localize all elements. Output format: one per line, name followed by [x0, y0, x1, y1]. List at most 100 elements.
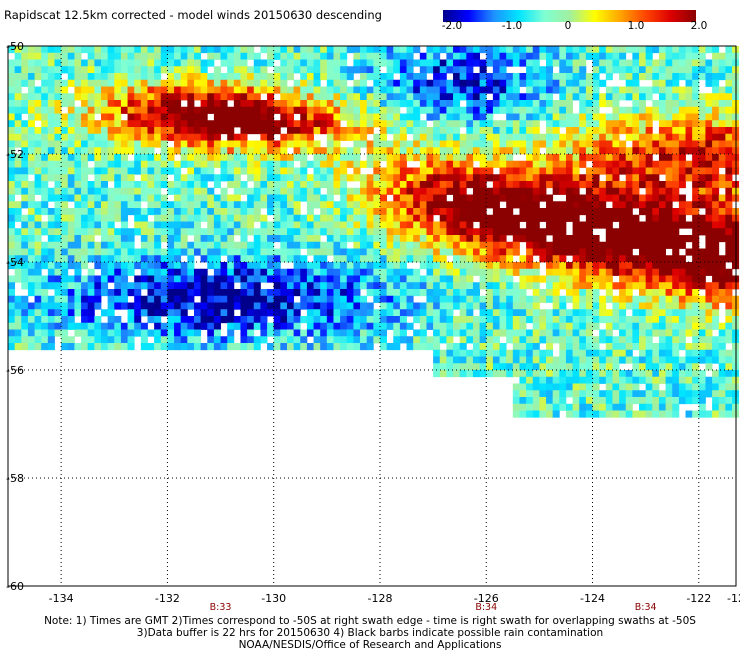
heatmap-cell [705, 59, 713, 67]
heatmap-cell [393, 167, 401, 175]
heatmap-cell [466, 167, 474, 175]
heatmap-cell [100, 235, 109, 243]
heatmap-cell [532, 93, 540, 101]
heatmap-cell [565, 316, 573, 324]
heatmap-cell [419, 309, 427, 317]
heatmap-cell [585, 221, 593, 229]
heatmap-cell [433, 66, 441, 74]
heatmap-cell [167, 106, 175, 114]
heatmap-cell [180, 140, 188, 148]
heatmap-cell [466, 282, 474, 290]
heatmap-cell [233, 322, 241, 330]
heatmap-cell [100, 255, 109, 263]
heatmap-cell [154, 66, 162, 74]
heatmap-cell [8, 255, 16, 263]
heatmap-cell [665, 201, 673, 209]
heatmap-cell [386, 181, 394, 189]
heatmap-cell [393, 113, 401, 121]
heatmap-cell [625, 46, 633, 54]
heatmap-cell [512, 410, 520, 418]
heatmap-cell [512, 349, 520, 357]
heatmap-cell [21, 154, 29, 162]
heatmap-cell [718, 282, 726, 290]
heatmap-cell [532, 133, 540, 141]
heatmap-cell [134, 322, 142, 330]
heatmap-cell [27, 127, 35, 135]
heatmap-cell [200, 241, 208, 249]
heatmap-cell [306, 181, 314, 189]
heatmap-cell [672, 241, 680, 249]
heatmap-cell [340, 329, 348, 337]
heatmap-cell [625, 390, 633, 398]
heatmap-cell [492, 349, 500, 357]
heatmap-cell [459, 262, 467, 270]
heatmap-cell [393, 282, 401, 290]
heatmap-cell [293, 275, 301, 283]
heatmap-cell [572, 86, 580, 94]
heatmap-cell [499, 181, 507, 189]
heatmap-cell [446, 113, 454, 121]
heatmap-cell [532, 403, 540, 411]
heatmap-cell [466, 113, 474, 121]
heatmap-cell [559, 356, 567, 364]
heatmap-cell [712, 187, 720, 195]
heatmap-cell [360, 208, 368, 216]
heatmap-cell [353, 52, 361, 60]
heatmap-cell [180, 214, 188, 222]
heatmap-cell [360, 329, 368, 337]
heatmap-cell [8, 208, 16, 216]
heatmap-cell [286, 235, 295, 243]
heatmap-cell [413, 302, 421, 310]
heatmap-cell [167, 127, 175, 135]
heatmap-cell [167, 309, 175, 317]
heatmap-cell [154, 73, 162, 81]
heatmap-cell [154, 208, 162, 216]
heatmap-cell [399, 336, 407, 344]
heatmap-cell [74, 268, 82, 276]
heatmap-cell [399, 154, 407, 162]
heatmap-cell [672, 397, 680, 405]
heatmap-cell [692, 235, 700, 243]
heatmap-cell [559, 295, 567, 303]
heatmap-cell [479, 235, 487, 243]
heatmap-cell [293, 228, 301, 236]
heatmap-cell [160, 208, 168, 216]
heatmap-cell [672, 140, 680, 148]
heatmap-cell [619, 228, 627, 236]
heatmap-cell [705, 127, 713, 135]
heatmap-cell [253, 140, 261, 148]
heatmap-cell [386, 248, 394, 256]
heatmap-cell [559, 147, 567, 155]
heatmap-cell [300, 66, 308, 74]
heatmap-cell [492, 336, 500, 344]
heatmap-cell [658, 194, 666, 202]
heatmap-cell [605, 390, 613, 398]
swath-time-label: B:33 [210, 602, 232, 613]
heatmap-cell [453, 363, 461, 371]
heatmap-cell [134, 106, 142, 114]
heatmap-cell [373, 201, 381, 209]
heatmap-cell [645, 302, 653, 310]
heatmap-cell [678, 66, 686, 74]
heatmap-cell [174, 343, 182, 351]
heatmap-cell [439, 316, 447, 324]
heatmap-cell [453, 322, 461, 330]
heatmap-cell [612, 302, 620, 310]
heatmap-cell [579, 86, 587, 94]
heatmap-cell [267, 127, 275, 135]
heatmap-cell [419, 336, 427, 344]
heatmap-cell [413, 208, 421, 216]
heatmap-cell [672, 390, 680, 398]
heatmap-cell [419, 255, 427, 263]
heatmap-cell [193, 336, 202, 344]
heatmap-cell [227, 322, 235, 330]
heatmap-cell [280, 93, 288, 101]
heatmap-cell [81, 235, 89, 243]
heatmap-cell [705, 154, 713, 162]
heatmap-cell [685, 343, 693, 351]
heatmap-cell [67, 214, 75, 222]
heatmap-cell [712, 343, 720, 351]
heatmap-cell [725, 73, 733, 81]
heatmap-cell [546, 167, 554, 175]
heatmap-cell [213, 106, 221, 114]
